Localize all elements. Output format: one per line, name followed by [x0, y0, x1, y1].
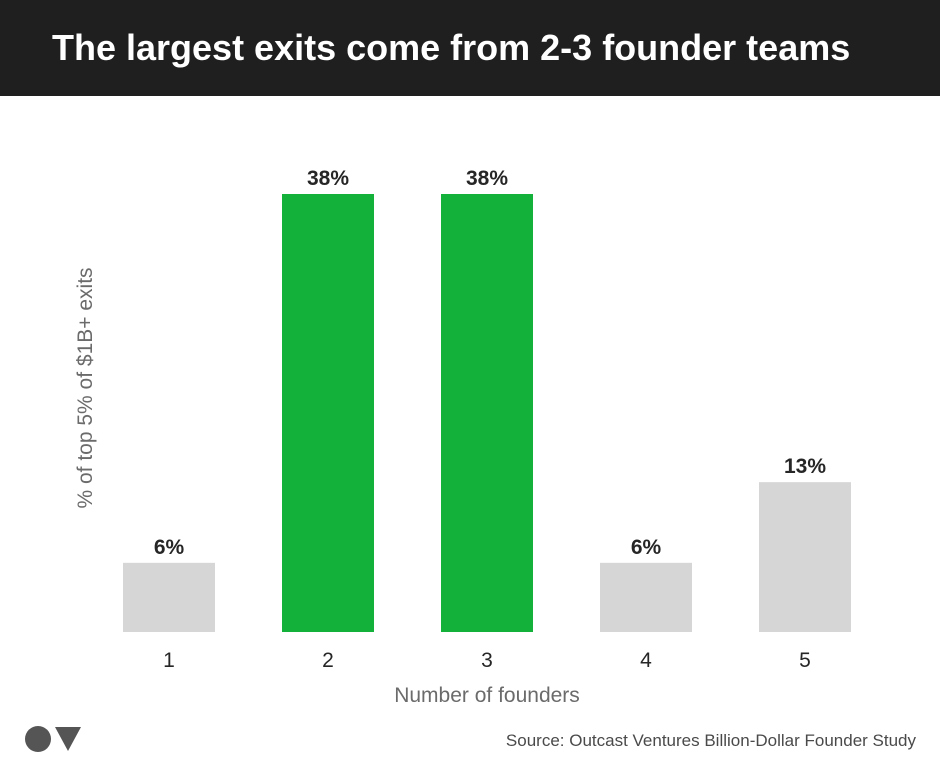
title-banner: The largest exits come from 2-3 founder … — [0, 0, 940, 96]
value-label-2: 38% — [307, 167, 349, 190]
chart-title: The largest exits come from 2-3 founder … — [52, 27, 851, 68]
bar-2 — [282, 194, 374, 632]
bar-3 — [441, 194, 533, 632]
bar-1 — [123, 562, 215, 632]
bar-5 — [759, 482, 851, 632]
x-tick-label-4: 4 — [640, 649, 652, 672]
source-note: Source: Outcast Ventures Billion-Dollar … — [505, 731, 916, 750]
x-tick-label-5: 5 — [799, 649, 811, 672]
bar-4 — [600, 562, 692, 632]
value-label-4: 6% — [631, 536, 662, 559]
value-label-3: 38% — [466, 167, 508, 190]
y-axis-label: % of top 5% of $1B+ exits — [74, 267, 97, 509]
x-axis-label: Number of founders — [394, 684, 580, 707]
value-label-5: 13% — [784, 455, 826, 478]
x-tick-label-1: 1 — [163, 649, 175, 672]
outcast-ventures-logo-icon — [25, 726, 81, 752]
x-tick-label-3: 3 — [481, 649, 493, 672]
value-label-1: 6% — [154, 536, 185, 559]
x-tick-label-2: 2 — [322, 649, 334, 672]
bar-chart: 6% 1 38% 2 38% 3 6% 4 13% 5 — [123, 167, 851, 672]
